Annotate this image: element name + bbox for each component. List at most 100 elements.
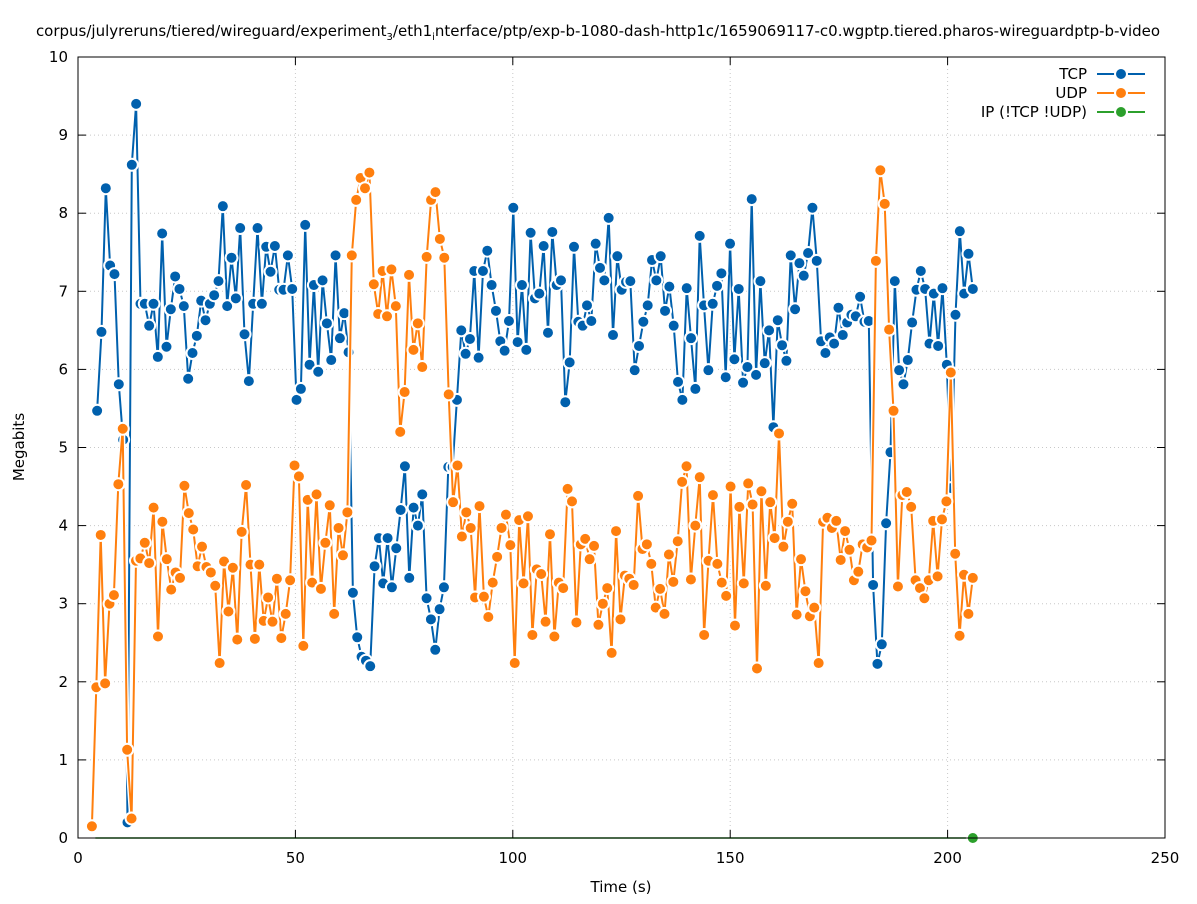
tcp-data-point — [228, 291, 243, 306]
y-axis-label: Megabits — [10, 413, 28, 481]
udp-data-point — [719, 588, 734, 603]
udp-data-point — [252, 557, 267, 572]
tcp-data-point — [710, 278, 725, 293]
udp-data-point — [98, 676, 113, 691]
tcp-data-point — [779, 353, 794, 368]
tcp-data-point — [866, 577, 881, 592]
y-tick-label: 2 — [58, 673, 68, 691]
udp-data-point — [886, 403, 901, 418]
udp-data-point — [873, 163, 888, 178]
udp-data-point — [657, 606, 672, 621]
tcp-data-point — [298, 217, 313, 232]
tcp-data-point — [770, 313, 785, 328]
udp-data-point — [415, 360, 430, 375]
tcp-data-point — [827, 336, 842, 351]
udp-data-point — [934, 512, 949, 527]
tcp-data-point — [436, 580, 451, 595]
udp-data-point — [631, 488, 646, 503]
udp-data-point — [472, 499, 487, 514]
tcp-data-point — [623, 274, 638, 289]
tcp-data-point — [892, 363, 907, 378]
udp-data-point — [142, 556, 157, 571]
y-tick-label: 3 — [58, 595, 68, 613]
udp-data-point — [736, 576, 751, 591]
udp-data-point — [349, 192, 364, 207]
tcp-data-point — [107, 267, 122, 282]
tcp-data-point — [775, 338, 790, 353]
tcp-data-point — [215, 199, 230, 214]
tcp-data-point — [913, 263, 928, 278]
tcp-data-point — [818, 345, 833, 360]
udp-data-point — [600, 581, 615, 596]
udp-data-point — [749, 661, 764, 676]
tcp-data-point — [220, 299, 235, 314]
tcp-data-point — [189, 328, 204, 343]
grid — [78, 57, 1165, 838]
tcp-data-point — [168, 269, 183, 284]
udp-data-point — [296, 638, 311, 653]
udp-data-point — [393, 424, 408, 439]
tcp-series-casing — [94, 101, 976, 825]
udp-data-point — [578, 531, 593, 546]
udp-data-point — [247, 631, 262, 646]
udp-data-point — [208, 578, 223, 593]
tcp-data-point — [423, 612, 438, 627]
udp-data-point — [507, 656, 522, 671]
tcp-data-point — [397, 459, 412, 474]
tcp-data-point — [900, 353, 915, 368]
udp-data-point — [705, 488, 720, 503]
tcp-data-point — [363, 659, 378, 674]
udp-data-point — [525, 627, 540, 642]
tcp-data-point — [805, 200, 820, 215]
tcp-data-point — [692, 228, 707, 243]
udp-data-point — [494, 520, 509, 535]
tcp-data-point — [224, 250, 239, 265]
udp-data-point — [318, 535, 333, 550]
tcp-data-point — [198, 313, 213, 328]
tcp-data-point — [402, 570, 417, 585]
udp-data-point — [688, 518, 703, 533]
tcp-data-point — [809, 253, 824, 268]
udp-data-point — [679, 459, 694, 474]
udp-data-point — [807, 600, 822, 615]
udp-data-point — [397, 385, 412, 400]
tcp-data-point — [671, 374, 686, 389]
udp-data-point — [150, 629, 165, 644]
udp-data-point — [833, 552, 848, 567]
udp-data-point — [626, 577, 641, 592]
y-tick-label: 0 — [58, 829, 68, 847]
tcp-data-point — [94, 324, 109, 339]
tcp-data-point — [311, 364, 326, 379]
legend-swatch-marker — [1114, 67, 1128, 81]
udp-data-point — [181, 506, 196, 521]
title-subscript: 3 — [387, 32, 393, 43]
udp-data-point — [917, 591, 932, 606]
tcp-data-point — [150, 349, 165, 364]
tcp-data-point — [658, 303, 673, 318]
udp-data-point — [727, 618, 742, 633]
tcp-data-point — [744, 192, 759, 207]
tcp-data-point — [558, 395, 573, 410]
udp-data-point — [842, 542, 857, 557]
udp-data-point — [402, 267, 417, 282]
udp-data-point — [538, 614, 553, 629]
udp-data-point — [587, 538, 602, 553]
tcp-data-point — [488, 303, 503, 318]
udp-data-point — [609, 524, 624, 539]
udp-data-point — [446, 495, 461, 510]
tcp-data-point — [701, 363, 716, 378]
tcp-data-point — [415, 487, 430, 502]
udp-data-point — [829, 513, 844, 528]
y-tick-label: 4 — [58, 517, 68, 535]
tcp-series-line — [96, 102, 974, 824]
tcp-data-point — [384, 580, 399, 595]
udp-data-point — [666, 574, 681, 589]
udp-data-point — [476, 589, 491, 604]
tcp-data-point — [124, 157, 139, 172]
tcp-data-point — [562, 355, 577, 370]
udp-data-point — [754, 484, 769, 499]
tcp-data-point — [632, 338, 647, 353]
tcp-data-point — [965, 281, 980, 296]
tcp-data-point — [350, 630, 365, 645]
tcp-data-point — [801, 246, 816, 261]
